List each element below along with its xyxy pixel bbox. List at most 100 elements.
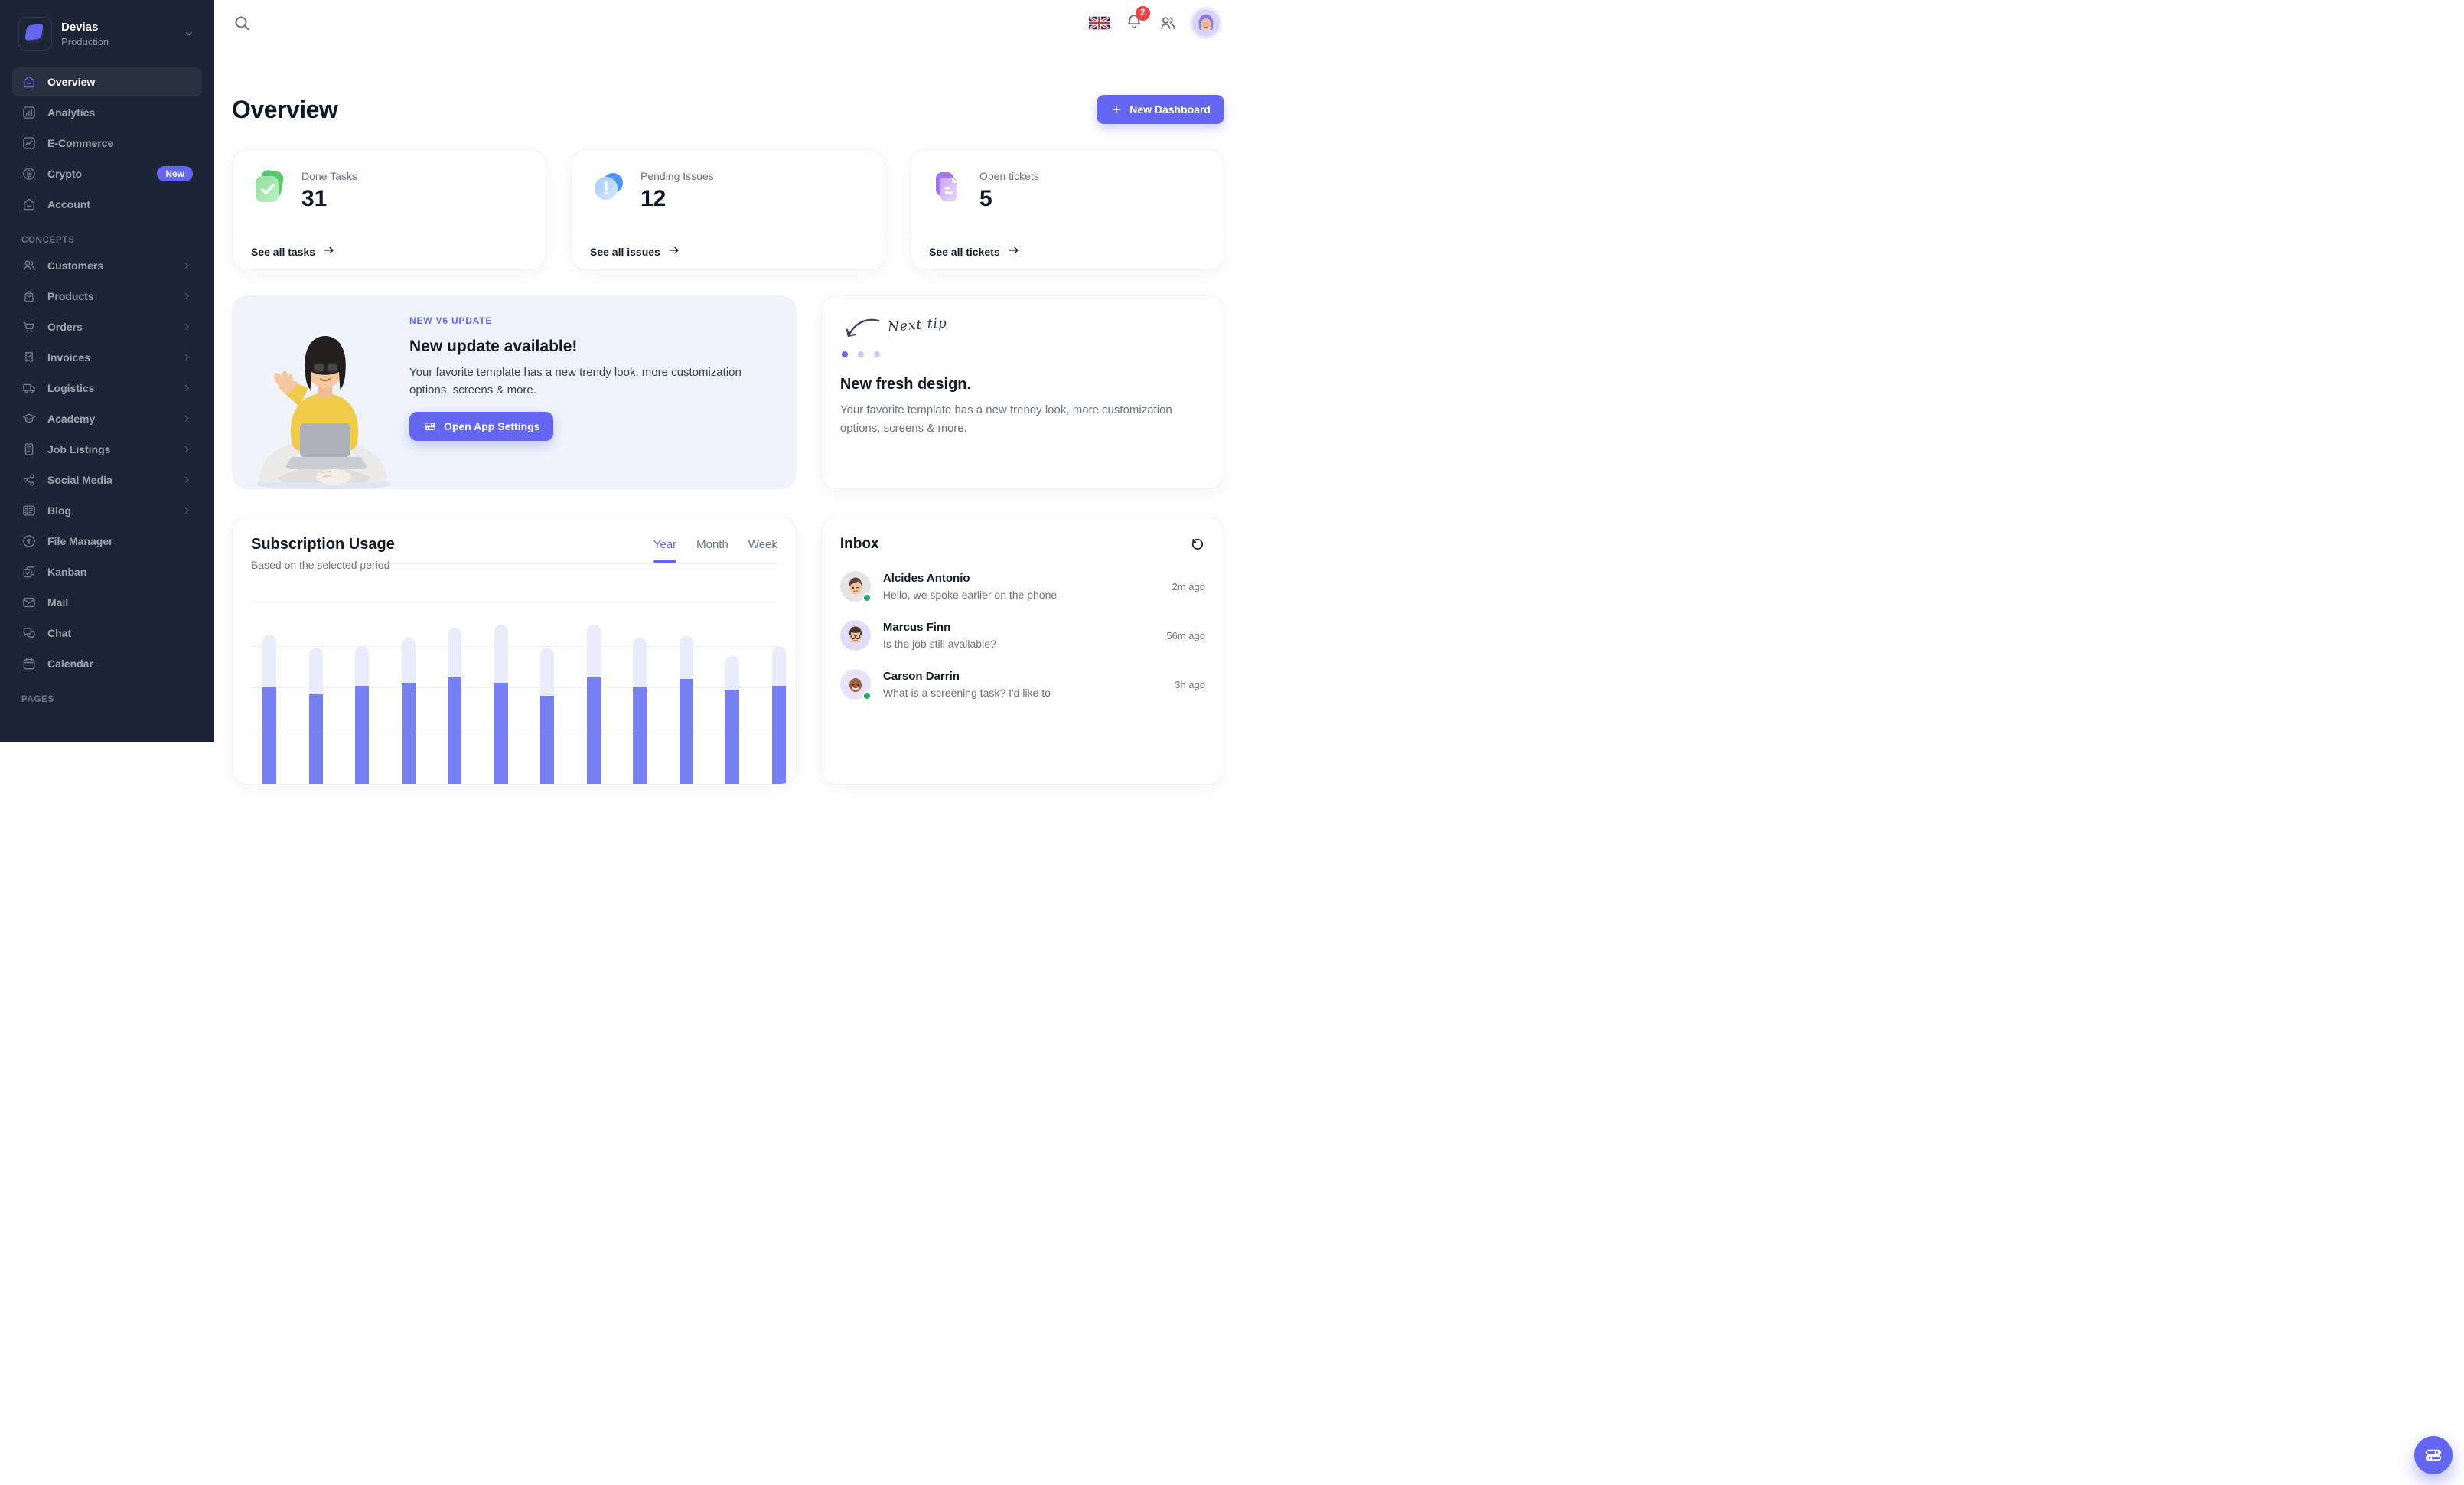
inbox-timestamp: 3h ago bbox=[1175, 678, 1205, 690]
tip-handwritten-label: Next tip bbox=[887, 315, 948, 335]
update-body: Your favorite template has a new trendy … bbox=[409, 366, 741, 397]
newspaper-icon bbox=[21, 503, 37, 518]
sidebar-item-orders[interactable]: Orders bbox=[12, 312, 202, 341]
open-app-settings-button[interactable]: Open App Settings bbox=[409, 411, 554, 441]
receipt-check-icon bbox=[21, 350, 37, 365]
inbox-timestamp: 2m ago bbox=[1172, 580, 1205, 592]
inbox-item-alcides-antonio[interactable]: Alcides Antonio Hello, we spoke earlier o… bbox=[822, 562, 1224, 611]
sidebar-item-job-listings[interactable]: Job Listings bbox=[12, 435, 202, 464]
inbox-card: Inbox Alcides Antonio Hello, we spoke ear… bbox=[820, 517, 1224, 785]
sidebar-item-calendar[interactable]: Calendar bbox=[12, 649, 202, 678]
plus-icon bbox=[1110, 103, 1123, 116]
sidebar-item-crypto[interactable]: Crypto New bbox=[12, 159, 202, 188]
arrow-right-icon bbox=[1008, 244, 1020, 259]
sidebar-item-label: Kanban bbox=[47, 566, 87, 578]
tip-pagination-dots[interactable] bbox=[841, 351, 1205, 357]
sidebar-item-logistics[interactable]: Logistics bbox=[12, 374, 202, 403]
sidebar-item-kanban[interactable]: Kanban bbox=[12, 557, 202, 586]
bottom-row: Subscription Usage Based on the selected… bbox=[232, 517, 1224, 785]
inbox-sender-name: Carson Darrin bbox=[882, 670, 960, 683]
sidebar-item-label: Blog bbox=[47, 504, 72, 517]
gridline-1 bbox=[251, 563, 777, 564]
inbox-sender-name: Alcides Antonio bbox=[882, 572, 970, 585]
stat-card-pending-issues: Pending Issues 12 See all issues bbox=[571, 149, 885, 270]
usage-bar-fill-apr bbox=[401, 682, 416, 784]
tip-dot-1[interactable] bbox=[841, 351, 848, 357]
sidebar-item-overview[interactable]: Overview bbox=[12, 67, 202, 96]
sidebar-item-label: Calendar bbox=[47, 658, 93, 670]
main-area: 2 Overview New Dashboard Done Tasks 31 See… bbox=[214, 0, 1232, 785]
tip-dot-2[interactable] bbox=[857, 351, 864, 357]
stat-label: Pending Issues bbox=[640, 170, 714, 182]
new-dashboard-label: New Dashboard bbox=[1129, 103, 1211, 116]
usage-bar-fill-dec bbox=[771, 685, 786, 784]
update-title: New update available! bbox=[409, 338, 578, 355]
stat-card-open-tickets: Open tickets 5 See all tickets bbox=[910, 149, 1224, 270]
arrow-right-icon bbox=[323, 244, 335, 259]
shopping-cart-icon bbox=[21, 319, 37, 335]
usage-tab-week[interactable]: Week bbox=[748, 538, 777, 551]
inbox-list: Alcides Antonio Hello, we spoke earlier o… bbox=[822, 562, 1224, 709]
sidebar-item-label: Academy bbox=[47, 413, 96, 425]
inbox-item-carson-darrin[interactable]: Carson Darrin What is a screening task? I… bbox=[822, 660, 1224, 709]
usage-tab-month[interactable]: Month bbox=[696, 538, 728, 551]
usage-bar-fill-mar bbox=[355, 685, 369, 784]
stat-body: Open tickets 5 bbox=[911, 150, 1224, 230]
usage-tab-year[interactable]: Year bbox=[653, 538, 676, 563]
app-settings-fab[interactable] bbox=[2414, 1436, 2453, 1474]
sidebar-item-label: Crypto bbox=[47, 168, 83, 180]
workspace-switcher[interactable]: Devias Production bbox=[12, 12, 202, 55]
sidebar-item-label: File Manager bbox=[47, 535, 113, 547]
sidebar-item-account[interactable]: Account bbox=[12, 190, 202, 219]
tasks-check-icon bbox=[251, 168, 288, 205]
stat-body: Pending Issues 12 bbox=[572, 150, 885, 230]
sidebar-item-customers[interactable]: Customers bbox=[12, 251, 202, 280]
woman-with-laptop-illustration bbox=[244, 325, 403, 489]
chevron-right-icon bbox=[181, 382, 193, 394]
user-avatar[interactable] bbox=[1192, 9, 1220, 37]
sidebar-item-e-commerce[interactable]: E-Commerce bbox=[12, 129, 202, 158]
sidebar-item-file-manager[interactable]: File Manager bbox=[12, 527, 202, 556]
inbox-title: Inbox bbox=[839, 536, 879, 552]
update-banner-card: NEW V6 UPDATE New update available! Your… bbox=[232, 295, 797, 489]
stat-link-see-all-tasks[interactable]: See all tasks bbox=[233, 233, 546, 269]
sidebar-item-label: Products bbox=[47, 290, 94, 302]
ticket-doc-icon bbox=[929, 168, 966, 205]
usage-header: Subscription Usage Based on the selected… bbox=[233, 517, 796, 571]
search-icon[interactable] bbox=[233, 14, 251, 32]
share-icon bbox=[21, 472, 37, 488]
chevron-right-icon bbox=[181, 321, 193, 333]
stat-value: 12 bbox=[640, 186, 667, 211]
new-dashboard-button[interactable]: New Dashboard bbox=[1097, 95, 1224, 124]
sidebar-item-products[interactable]: Products bbox=[12, 282, 202, 311]
sidebar-item-mail[interactable]: Mail bbox=[12, 588, 202, 617]
inbox-message-preview: Is the job still available? bbox=[882, 638, 996, 650]
sidebar-item-blog[interactable]: Blog bbox=[12, 496, 202, 525]
refresh-icon[interactable] bbox=[1188, 536, 1205, 553]
sidebar-item-social-media[interactable]: Social Media bbox=[12, 465, 202, 494]
sidebar-item-invoices[interactable]: Invoices bbox=[12, 343, 202, 372]
sidebar-item-label: Chat bbox=[47, 627, 72, 639]
sidebar: Devias Production Overview Analytics E-Com… bbox=[0, 0, 214, 742]
inbox-item-marcus-finn[interactable]: Marcus Finn Is the job still available? 56… bbox=[822, 611, 1224, 660]
page-header: Overview New Dashboard bbox=[232, 95, 1224, 124]
sidebar-item-chat[interactable]: Chat bbox=[12, 618, 202, 648]
notifications-badge: 2 bbox=[1136, 5, 1150, 21]
contacts-icon[interactable] bbox=[1159, 14, 1177, 32]
stat-link-label: See all issues bbox=[590, 245, 660, 258]
shopping-bag-icon bbox=[21, 289, 37, 304]
home-user-icon bbox=[21, 197, 37, 212]
chevron-right-icon bbox=[181, 351, 193, 364]
stat-link-see-all-tickets[interactable]: See all tickets bbox=[911, 233, 1224, 269]
memoji-man-glasses-icon bbox=[839, 620, 871, 651]
tip-dot-3[interactable] bbox=[873, 351, 880, 357]
gridline-3 bbox=[251, 646, 777, 647]
sidebar-item-academy[interactable]: Academy bbox=[12, 404, 202, 433]
app-root: Devias Production Overview Analytics E-Com… bbox=[0, 0, 1232, 785]
page-title: Overview bbox=[232, 95, 338, 123]
stat-label: Open tickets bbox=[979, 170, 1039, 182]
stat-link-see-all-issues[interactable]: See all issues bbox=[572, 233, 885, 269]
sidebar-item-analytics[interactable]: Analytics bbox=[12, 98, 202, 127]
usage-bar-fill-jun bbox=[494, 682, 508, 784]
language-uk-flag-icon[interactable] bbox=[1089, 16, 1110, 30]
